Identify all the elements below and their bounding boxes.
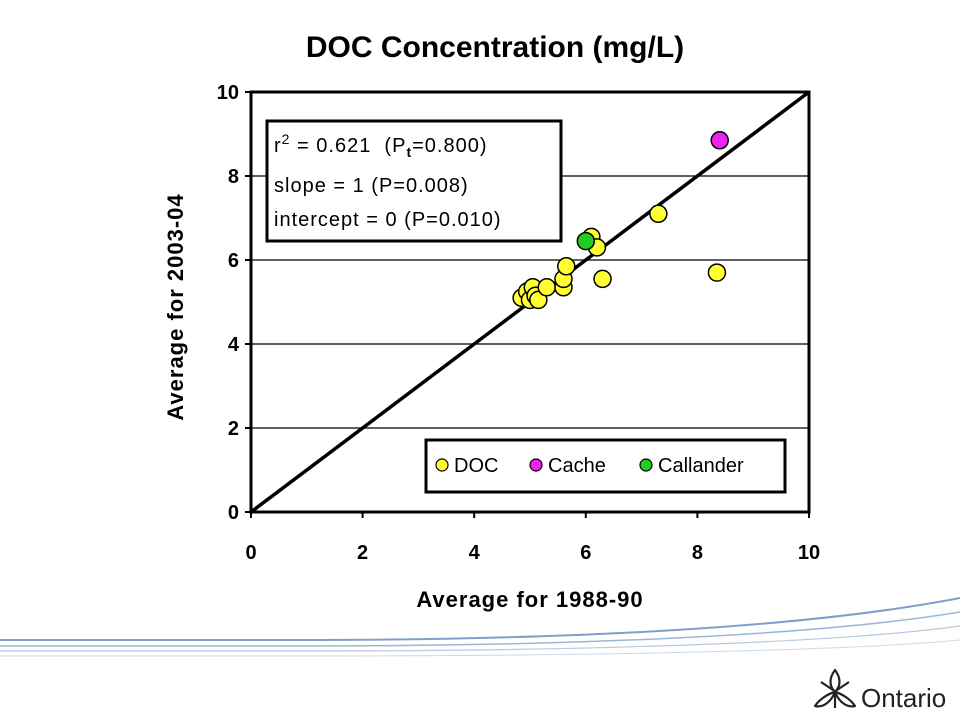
- stats-r2-line: r2 = 0.621 (Pt=0.800): [274, 131, 488, 160]
- y-axis-title: Average for 2003-04: [163, 193, 188, 420]
- y-tick-label: 4: [228, 334, 240, 356]
- chart-title: DOC Concentration (mg/L): [306, 31, 684, 64]
- legend-marker-cache: [529, 458, 543, 472]
- legend-label-doc: DOC: [454, 455, 498, 477]
- swoosh-line-3: [0, 625, 960, 652]
- data-point-doc: [649, 204, 668, 224]
- data-point-doc: [537, 278, 556, 297]
- stats-box: r2 = 0.621 (Pt=0.800) slope = 1 (P=0.008…: [265, 119, 563, 243]
- stats-intercept-line: intercept = 0 (P=0.010): [274, 209, 502, 231]
- stats-box-frame: [265, 119, 563, 243]
- legend-label-callander: Callander: [658, 455, 744, 477]
- logo-wordmark: Ontario: [861, 683, 946, 713]
- data-point-doc: [557, 257, 576, 276]
- y-tick-label: 6: [228, 250, 239, 272]
- x-tick-label: 8: [692, 542, 703, 564]
- data-point-doc: [707, 263, 727, 282]
- legend: DOC Cache Callander: [424, 438, 787, 494]
- pt-subscript: t: [406, 144, 412, 160]
- y-tick-label: 10: [217, 82, 239, 104]
- data-point-callander: [576, 231, 596, 251]
- y-tick-label: 0: [228, 502, 239, 524]
- swoosh-line-2: [0, 611, 960, 647]
- x-tick-label: 0: [245, 542, 256, 564]
- swoosh-line-1: [0, 597, 960, 641]
- y-tick-label: 2: [228, 418, 239, 440]
- legend-label-cache: Cache: [548, 455, 606, 477]
- pt-value: =0.800): [412, 135, 487, 157]
- data-point-cache: [710, 131, 729, 150]
- legend-marker-callander: [639, 458, 653, 472]
- legend-marker-doc: [435, 458, 449, 472]
- y-tick-label: 8: [228, 166, 239, 188]
- plot-frame: [249, 90, 811, 514]
- legend-frame: [424, 438, 787, 494]
- trillium-icon: [813, 668, 857, 708]
- x-axis-title: Average for 1988-90: [416, 587, 643, 612]
- ontario-logo: Ontario: [813, 668, 946, 713]
- swoosh-line-4: [0, 639, 960, 657]
- x-tick-label: 6: [580, 542, 591, 564]
- x-tick-label: 2: [357, 542, 368, 564]
- data-points: [512, 131, 729, 310]
- data-point-doc: [529, 290, 548, 310]
- y-tick-labels: 0 2 4 6 8 10: [217, 82, 251, 524]
- stats-slope-line: slope = 1 (P=0.008): [274, 175, 469, 197]
- x-tick-labels: 0 2 4 6 8 10: [245, 512, 820, 564]
- x-tick-label: 4: [469, 542, 481, 564]
- footer-swoosh: [0, 597, 960, 657]
- r2-superscript: 2: [282, 131, 291, 147]
- data-point-doc: [593, 269, 612, 289]
- r2-value: = 0.621 (P: [290, 135, 406, 157]
- x-tick-label: 10: [798, 542, 820, 564]
- r2-symbol: r: [274, 135, 282, 157]
